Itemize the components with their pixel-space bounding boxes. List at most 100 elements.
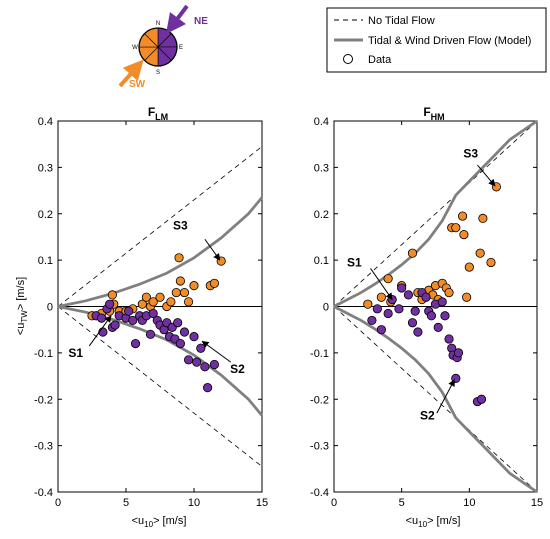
flm-data-point-ne (209, 359, 219, 370)
fhm-data-point-ne (403, 290, 414, 300)
fhm-annotation-label: S2 (420, 408, 435, 422)
fhm-data-point-sw (451, 223, 461, 233)
flm-data-point-ne (200, 362, 210, 372)
fhm-data-point-ne (372, 304, 382, 314)
fhm-data-point-ne (453, 348, 464, 358)
flm-data-point-ne (128, 315, 138, 326)
fhm-y-tick-label: -0.4 (310, 487, 329, 499)
flm-data-point-ne (96, 313, 107, 323)
flm-annotation-arrow (204, 238, 221, 261)
flm-data-point-ne (130, 338, 141, 349)
flm-y-tick-label: -0.2 (34, 394, 53, 406)
fhm-data-point-ne (397, 283, 407, 293)
fhm-annotation-arrow (436, 379, 455, 414)
fhm-data-point-sw (486, 257, 496, 268)
flm-data-point-ne (148, 308, 158, 319)
fhm-data-point-sw (478, 213, 488, 223)
plot-flm-title: FLM (148, 105, 168, 122)
plot-flm: FLM 0 5 10 15 -0.4 -0.3 -0.2 -0.1 0 0.1 0.2 0.3 0.4 S… (15, 105, 268, 529)
flm-data-point-sw (189, 281, 199, 291)
fhm-data-point-sw (363, 299, 373, 309)
flm-data-point-sw (166, 297, 176, 307)
fhm-data-point-ne (476, 394, 487, 404)
fhm-data-point-ne (433, 322, 443, 332)
flm-data-point-sw (174, 253, 184, 263)
fhm-y-tick-label: -0.1 (310, 348, 329, 360)
flm-data-point-sw (175, 276, 185, 286)
fhm-data-point-ne (394, 304, 404, 314)
flm-y-tick-label: -0.4 (34, 487, 53, 499)
flm-x-tick-label: 0 (55, 497, 61, 509)
flm-data-point-ne (196, 343, 206, 353)
flm-data-point-ne (98, 327, 108, 337)
flm-annotation-label: S2 (230, 362, 245, 376)
plot-flm-x-axis-label: <u10> [m/s] (132, 515, 187, 529)
flm-y-tick-label: -0.1 (34, 348, 53, 360)
fhm-model-upper-line (333, 119, 538, 308)
fhm-data-point-sw (459, 230, 469, 240)
flm-data-point-ne (203, 383, 213, 393)
fhm-data-point-ne (407, 318, 418, 328)
sw-label: SW (129, 79, 146, 90)
flm-data-point-ne (105, 299, 115, 309)
fhm-model-lower-line (333, 305, 538, 494)
flm-no-tidal-upper-line (57, 146, 263, 307)
flm-x-tick-label: 5 (123, 497, 129, 509)
fhm-data-point-sw (444, 287, 454, 298)
fhm-y-tick-label: 0.1 (314, 255, 329, 267)
legend-box (326, 7, 547, 73)
fhm-no-tidal-lower-line (333, 306, 538, 493)
legend-item-model: Tidal & Wind Driven Flow (Model) (368, 35, 531, 47)
fhm-annotation-arrow (477, 164, 496, 187)
fhm-data-point-sw (457, 211, 468, 221)
fhm-data-point-ne (421, 292, 431, 302)
flm-data-point-ne (110, 320, 120, 330)
flm-data-point-ne (179, 327, 190, 337)
fhm-y-tick-label: 0.4 (314, 116, 329, 128)
fhm-annotation-label: S3 (463, 146, 478, 160)
flm-data-point-ne (183, 355, 194, 365)
fhm-no-tidal-upper-line (333, 120, 538, 307)
flm-data-point-sw (209, 278, 219, 288)
flm-data-point-sw (107, 290, 118, 300)
legend-data-marker-icon (343, 54, 353, 64)
fhm-y-tick-label: 0 (323, 302, 329, 314)
fhm-data-point-ne (426, 311, 437, 321)
flm-y-tick-label: -0.3 (34, 441, 53, 453)
flm-data-point-sw (148, 297, 158, 307)
fhm-data-point-ne (437, 297, 447, 307)
flm-annotation-arrow (201, 340, 232, 363)
plot-fhm-title: FHM (423, 105, 444, 122)
ne-wind-arrow (166, 4, 189, 34)
fhm-y-tick-label: 0.2 (314, 209, 329, 221)
flm-annotation-label: S1 (68, 346, 83, 360)
flm-y-tick-label: 0.2 (38, 209, 53, 221)
flm-data-point-sw (179, 287, 190, 298)
fhm-x-tick-label: 5 (399, 497, 405, 509)
fhm-data-point-ne (383, 308, 393, 319)
fhm-x-tick-label: 10 (463, 497, 475, 509)
fhm-data-point-ne (376, 325, 386, 335)
flm-y-tick-label: 0 (47, 302, 53, 314)
fhm-data-point-sw (407, 248, 418, 258)
flm-data-point-sw (155, 292, 165, 302)
compass-rose: N S E W NE SW (118, 4, 208, 90)
fhm-annotation-label: S1 (347, 255, 362, 269)
fhm-data-point-sw (383, 274, 393, 284)
compass-west-label: W (132, 45, 138, 51)
compass-circle (138, 27, 178, 67)
plot-fhm: FHM 0 5 10 15 -0.4 -0.3 -0.2 -0.1 0 0.1 0.2 0.3 0.4 S… (310, 105, 543, 529)
fhm-data-point-sw (462, 292, 472, 302)
flm-y-tick-label: 0.4 (38, 116, 53, 128)
flm-x-tick-label: 15 (256, 497, 268, 509)
flm-data-point-sw (183, 297, 194, 307)
fhm-data-point-ne (410, 306, 420, 316)
fhm-data-point-ne (413, 327, 423, 337)
legend-item-no-tidal: No Tidal Flow (368, 15, 435, 27)
flm-data-point-ne (175, 338, 185, 349)
flm-no-tidal-lower-line (57, 306, 263, 467)
fhm-y-tick-label: -0.3 (310, 441, 329, 453)
flm-data-point-ne (192, 357, 202, 367)
flm-data-point-sw (141, 292, 151, 302)
flm-data-point-ne (124, 306, 134, 316)
